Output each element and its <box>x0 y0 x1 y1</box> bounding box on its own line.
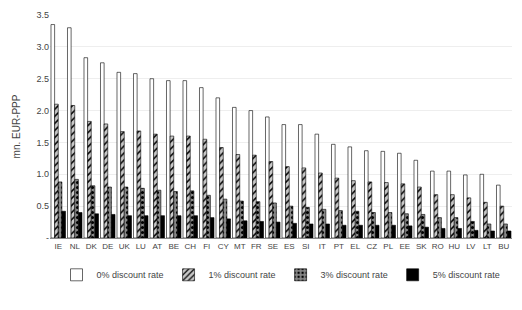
svg-text:1.5: 1.5 <box>36 138 49 148</box>
svg-text:IT: IT <box>319 242 326 251</box>
svg-text:EE: EE <box>399 242 410 251</box>
svg-text:EL: EL <box>350 242 360 251</box>
svg-text:1.0: 1.0 <box>36 169 49 179</box>
svg-text:UK: UK <box>119 242 131 251</box>
svg-text:mn. EUR-PPP: mn. EUR-PPP <box>11 94 22 158</box>
svg-text:ES: ES <box>284 242 295 251</box>
svg-text:1% discount rate: 1% discount rate <box>209 270 276 280</box>
svg-text:CH: CH <box>184 242 196 251</box>
svg-text:MT: MT <box>234 242 246 251</box>
svg-text:0% discount rate: 0% discount rate <box>97 270 164 280</box>
svg-text:CY: CY <box>218 242 230 251</box>
svg-text:FI: FI <box>203 242 210 251</box>
svg-text:5% discount rate: 5% discount rate <box>433 270 500 280</box>
svg-text:HU: HU <box>448 242 460 251</box>
svg-text:SK: SK <box>416 242 427 251</box>
svg-text:DE: DE <box>102 242 113 251</box>
svg-text:NL: NL <box>70 242 81 251</box>
svg-text:3% discount rate: 3% discount rate <box>321 270 388 280</box>
svg-text:3.5: 3.5 <box>36 10 49 20</box>
svg-text:AT: AT <box>152 242 162 251</box>
svg-text:LT: LT <box>483 242 492 251</box>
svg-text:0.5: 0.5 <box>36 201 49 211</box>
svg-text:LV: LV <box>466 242 476 251</box>
svg-text:LU: LU <box>136 242 146 251</box>
svg-text:PL: PL <box>383 242 393 251</box>
svg-text:FR: FR <box>251 242 262 251</box>
svg-text:BE: BE <box>168 242 179 251</box>
svg-text:3.0: 3.0 <box>36 42 49 52</box>
svg-text:2.0: 2.0 <box>36 106 49 116</box>
svg-text:IE: IE <box>54 242 62 251</box>
svg-text:DK: DK <box>86 242 98 251</box>
svg-text:BU: BU <box>498 242 509 251</box>
svg-text:RO: RO <box>432 242 444 251</box>
svg-text:SI: SI <box>302 242 310 251</box>
svg-text:2.5: 2.5 <box>36 74 49 84</box>
svg-text:PT: PT <box>334 242 344 251</box>
svg-text:SE: SE <box>267 242 278 251</box>
svg-text:CZ: CZ <box>366 242 377 251</box>
svg-text:-: - <box>46 233 49 243</box>
